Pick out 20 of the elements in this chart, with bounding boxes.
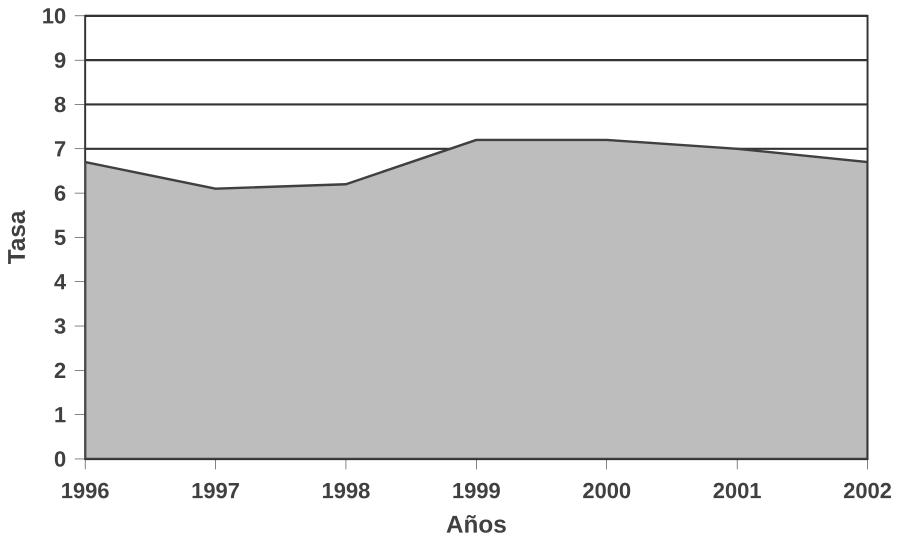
y-tick-label: 10 [43, 8, 66, 24]
y-tick-label: 3 [54, 318, 66, 334]
x-tick-label: 2001 [714, 483, 761, 499]
x-tick-label: 1996 [62, 483, 109, 499]
x-tick-label: 1999 [453, 483, 500, 499]
y-axis-title: Tasa [8, 210, 26, 264]
y-tick-label: 5 [54, 230, 66, 246]
y-tick-label: 9 [54, 52, 66, 68]
x-tick-label: 1997 [192, 483, 239, 499]
x-axis-title: Años [446, 515, 506, 534]
x-tick-label: 2002 [844, 483, 892, 499]
y-tick-label: 2 [54, 362, 66, 378]
y-tick-label: 0 [54, 451, 66, 467]
y-tick-label: 1 [55, 407, 66, 422]
x-tick-label: 2000 [583, 483, 630, 499]
y-tick-label: 8 [54, 96, 66, 112]
y-tick-label: 7 [54, 141, 66, 157]
y-tick-label: 4 [54, 274, 66, 290]
x-tick-label: 1998 [322, 483, 370, 499]
y-tick-label: 6 [54, 186, 66, 202]
